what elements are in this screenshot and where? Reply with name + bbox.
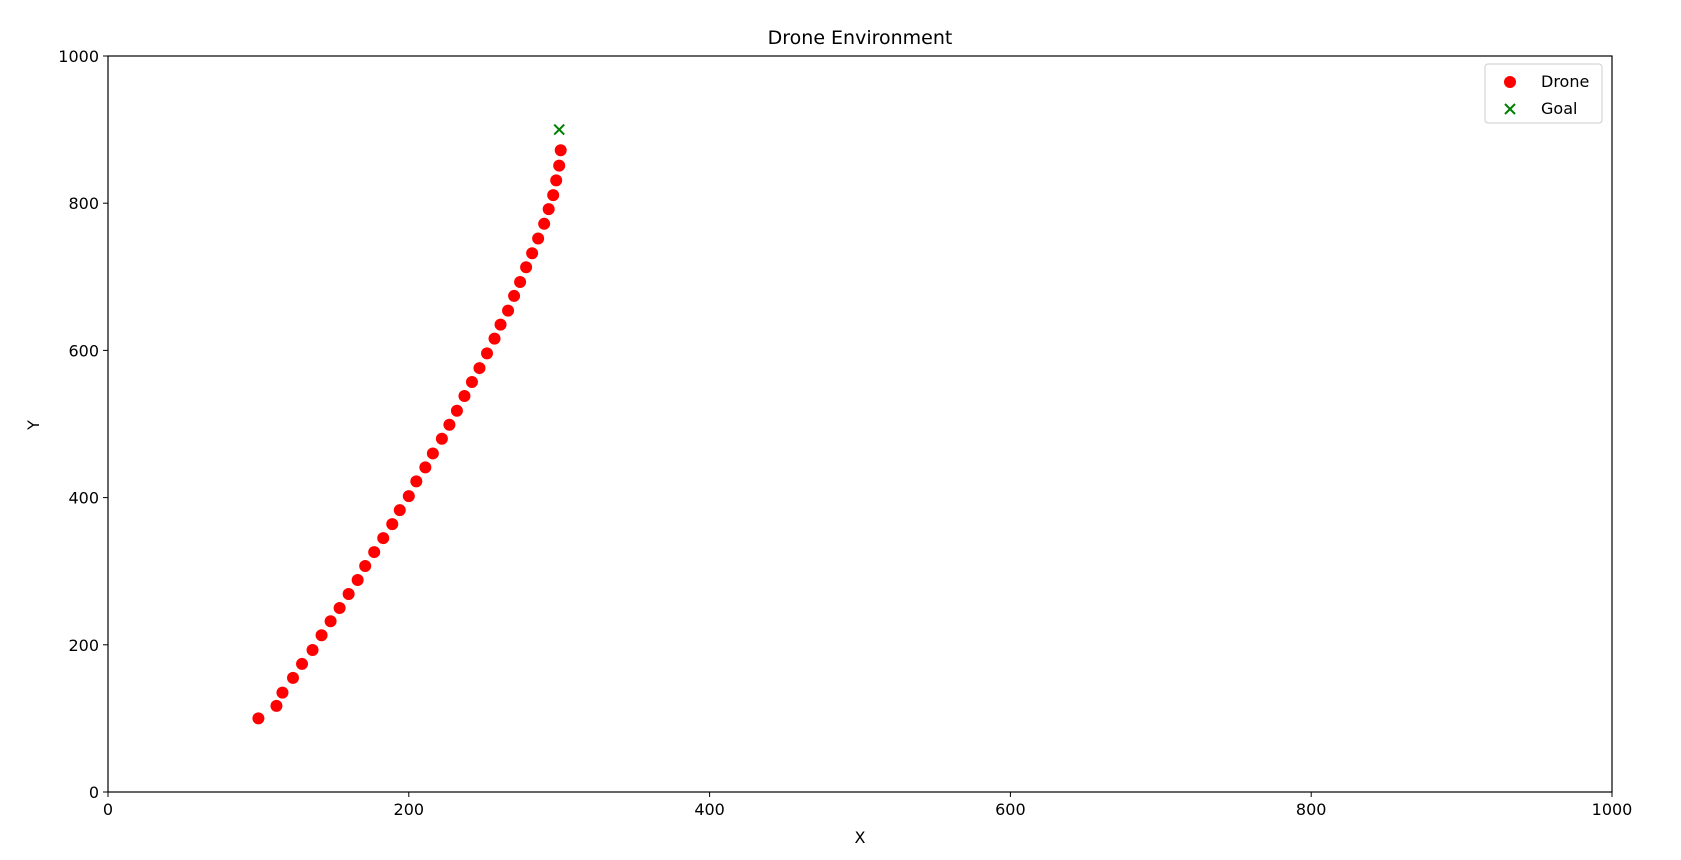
series-goal	[553, 123, 565, 136]
drone-point	[435, 432, 448, 445]
drone-point	[458, 390, 471, 403]
drone-point	[286, 671, 299, 684]
drone-point	[494, 318, 507, 331]
drone-point	[473, 362, 486, 375]
chart-title: Drone Environment	[768, 27, 953, 49]
drone-point	[419, 461, 432, 474]
x-tick-label: 200	[394, 800, 425, 819]
y-tick-label: 800	[68, 194, 99, 213]
drone-point	[538, 217, 551, 230]
legend: Drone Goal	[1484, 63, 1603, 124]
drone-point	[542, 203, 555, 216]
drone-point	[443, 418, 456, 431]
drone-point	[351, 574, 364, 587]
drone-point	[386, 518, 399, 531]
drone-point	[393, 504, 406, 517]
drone-point	[550, 174, 563, 187]
drone-point	[377, 532, 390, 545]
drone-point	[526, 247, 539, 260]
y-axis-label: Y	[24, 420, 43, 431]
drone-point	[342, 588, 355, 601]
drone-point	[553, 159, 566, 172]
x-tick-label: 800	[1296, 800, 1327, 819]
legend-marker-drone	[1504, 76, 1516, 88]
x-axis-label: X	[855, 828, 866, 847]
drone-point	[402, 490, 415, 503]
drone-point	[296, 657, 309, 670]
x-tick-label: 0	[103, 800, 113, 819]
drone-point	[276, 686, 289, 699]
x-tick-label: 400	[694, 800, 725, 819]
drone-point	[554, 144, 567, 157]
drone-point	[481, 347, 494, 360]
drone-point	[306, 643, 319, 656]
plot-area-frame	[107, 55, 1613, 793]
legend-marker-goal	[1504, 103, 1516, 115]
drone-point	[532, 232, 545, 245]
legend-label-drone: Drone	[1541, 72, 1589, 91]
drone-point	[359, 560, 372, 573]
drone-point	[502, 304, 515, 317]
drone-point	[514, 275, 527, 288]
drone-point	[252, 712, 265, 725]
drone-point	[368, 546, 381, 559]
x-axis-ticks: 0 200 400 600 800 1000	[103, 792, 1632, 819]
y-tick-label: 1000	[58, 47, 99, 66]
drone-point	[270, 699, 283, 712]
goal-point	[553, 123, 565, 136]
x-tick-label: 600	[995, 800, 1026, 819]
drone-point	[426, 447, 439, 460]
drone-point	[410, 475, 423, 488]
y-tick-label: 400	[68, 489, 99, 508]
x-tick-label: 1000	[1592, 800, 1633, 819]
drone-point	[520, 261, 533, 274]
drone-point	[324, 615, 337, 628]
drone-point	[450, 404, 463, 417]
drone-point	[547, 189, 560, 202]
series-drone	[252, 144, 567, 725]
legend-label-goal: Goal	[1541, 99, 1577, 118]
y-axis-ticks: 0 200 400 600 800 1000	[58, 47, 108, 802]
drone-point	[465, 376, 478, 389]
y-tick-label: 600	[68, 341, 99, 360]
y-tick-label: 0	[89, 783, 99, 802]
drone-point	[315, 629, 328, 642]
drone-point	[488, 332, 501, 345]
drone-point	[333, 602, 346, 614]
y-tick-label: 200	[68, 636, 99, 655]
drone-point	[508, 289, 521, 302]
plot-marks	[252, 123, 567, 725]
